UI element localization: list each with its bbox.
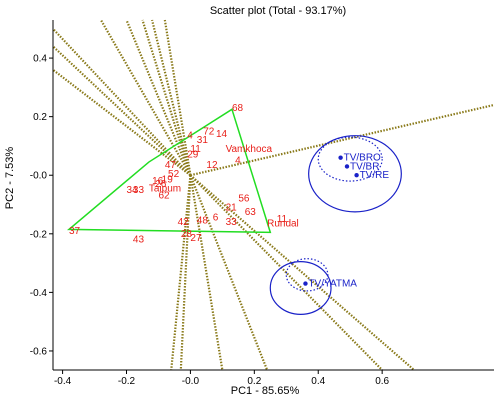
genotype-label-1: 4 [187,131,193,142]
genotype-label-2: 72 [203,126,215,137]
environment-label-0: TV/BRO [344,153,381,164]
y-tick-label-3: -0.2 [30,229,48,240]
genotype-label-23: Rundal [267,219,299,230]
ray-line-2 [52,68,192,177]
x-tick-label-5: 0.6 [375,376,389,387]
ellipse-0 [308,135,402,213]
ray-lines [52,19,494,371]
ray-line-5 [141,19,192,176]
genotype-label-25: 48 [197,216,209,227]
y-tick-label-4: -0.4 [30,288,48,299]
genotype-label-12: 19 [162,175,174,186]
axes: -0.4 -0.2 -0.0 0.2 0.4 0.6 0.4 0.2 -0.0 -0.2 -0.4 -… [30,20,494,387]
x-tick-label-0: -0.4 [54,376,72,387]
genotype-label-7: 29 [187,150,199,161]
ellipse-2 [269,261,332,315]
polygon-outline [66,108,272,234]
genotype-label-5: 11 [190,144,201,155]
x-tick-label-3: 0.2 [247,376,261,387]
ray-line-4 [125,19,192,176]
genotype-label-15: 26 [155,179,167,190]
polygon-hull [66,108,272,234]
ray-line-12 [189,174,269,371]
environment-label-3: TV/YATMA [308,279,357,290]
genotype-label-9: 4 [235,156,241,167]
environment-point-2 [354,173,359,178]
ray-line-14 [189,174,415,371]
genotype-label-20: 56 [238,194,250,205]
genotype-label-22: 11 [277,214,288,225]
environment-label-2: TV/RE [360,170,390,181]
genotype-label-30: 37 [69,226,81,237]
environment-label-1: TV/BR [350,161,379,172]
x-axis-label: PC1 - 85.65% [231,385,300,397]
x-tick-label-1: -0.2 [118,376,136,387]
genotype-label-6: Vamkhoca [226,144,273,155]
environment-point-1 [344,164,350,169]
genotype-label-0: 68 [232,103,244,114]
genotype-label-3: 14 [216,129,228,140]
ellipse-1 [317,136,383,182]
y-tick-label-1: 0.2 [33,112,47,123]
ray-line-7 [163,19,192,176]
genotype-label-10: 47 [165,160,177,171]
genotype-label-28: 28 [181,229,193,240]
ray-line-13 [189,174,383,371]
ellipse-3 [285,258,329,292]
genotype-label-8: 12 [206,160,218,171]
y-axis-label: PC2 - 7.53% [4,147,16,210]
x-tick-label-2: -0.0 [182,376,200,387]
data-points [303,155,359,286]
genotype-label-14: Taipum [149,183,181,194]
environment-point-3 [303,281,308,286]
ray-line-9 [170,175,192,371]
genotype-label-29: 27 [190,233,202,244]
ray-line-10 [179,175,192,371]
genotype-label-13: 16 [152,176,164,187]
genotype-label-16: 34 [127,185,139,196]
genotype-label-26: 6 [213,213,219,224]
genotype-label-18: 62 [158,191,170,202]
genotype-label-19: 21 [226,202,238,213]
genotype-label-21: 63 [245,207,257,218]
ray-line-11 [189,175,224,371]
ray-line-8 [190,103,494,177]
chart-title: Scatter plot (Total - 93.17%) [210,5,346,17]
environment-point-0 [338,155,343,160]
genotype-label-31: 43 [133,235,145,246]
genotype-label-24: 42 [178,217,190,228]
genotype-label-27: 33 [226,217,238,228]
ray-line-6 [150,19,192,176]
y-tick-label-5: -0.6 [30,346,48,357]
x-tick-label-4: 0.4 [311,376,325,387]
genotype-label-4: 31 [197,135,209,146]
confidence-ellipses [269,135,402,315]
y-tick-label-0: 0.4 [33,54,47,65]
y-tick-label-2: -0.0 [30,171,48,182]
genotype-label-11: 52 [168,169,180,180]
ray-line-1 [52,45,192,177]
genotype-label-17: 33 [133,185,145,196]
